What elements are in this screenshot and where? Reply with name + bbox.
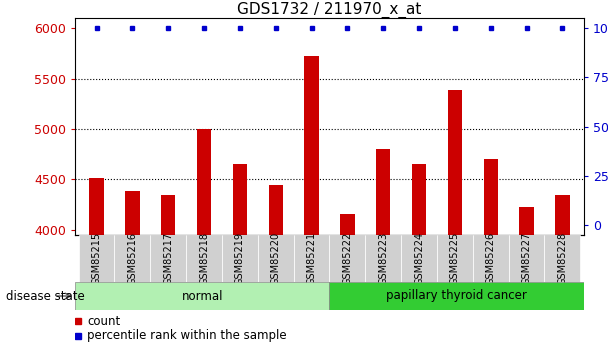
Bar — [78, 235, 114, 282]
Bar — [509, 235, 545, 282]
Bar — [150, 235, 186, 282]
Text: GSM85224: GSM85224 — [414, 232, 424, 285]
Text: GSM85216: GSM85216 — [127, 232, 137, 285]
Bar — [555, 195, 570, 235]
Text: GSM85217: GSM85217 — [163, 232, 173, 285]
Text: GSM85227: GSM85227 — [522, 232, 531, 285]
Text: GSM85221: GSM85221 — [306, 232, 317, 285]
Bar — [222, 235, 258, 282]
Bar — [197, 129, 211, 235]
Bar — [186, 235, 222, 282]
Text: GSM85223: GSM85223 — [378, 232, 389, 285]
Bar — [114, 235, 150, 282]
Bar — [330, 282, 584, 310]
Bar — [412, 164, 426, 235]
Text: count: count — [87, 315, 120, 327]
Text: GSM85225: GSM85225 — [450, 232, 460, 285]
Bar — [401, 235, 437, 282]
Text: GSM85226: GSM85226 — [486, 232, 496, 285]
Text: papillary thyroid cancer: papillary thyroid cancer — [386, 289, 527, 303]
Bar — [233, 164, 247, 235]
Text: GSM85215: GSM85215 — [91, 232, 102, 285]
Bar — [473, 235, 509, 282]
Bar — [125, 190, 139, 235]
Text: percentile rank within the sample: percentile rank within the sample — [87, 329, 287, 342]
Bar — [258, 235, 294, 282]
Bar — [519, 207, 534, 235]
Bar — [545, 235, 581, 282]
Text: normal: normal — [181, 289, 223, 303]
Bar — [447, 90, 462, 235]
Bar — [75, 282, 330, 310]
Bar — [89, 178, 104, 235]
Bar — [483, 159, 498, 235]
Title: GDS1732 / 211970_x_at: GDS1732 / 211970_x_at — [237, 2, 421, 18]
Bar — [340, 214, 354, 235]
Text: GSM85218: GSM85218 — [199, 232, 209, 285]
Text: GSM85219: GSM85219 — [235, 232, 245, 285]
Text: GSM85220: GSM85220 — [271, 232, 281, 285]
Bar — [269, 185, 283, 235]
Bar — [376, 149, 390, 235]
Bar — [305, 56, 319, 235]
Bar — [294, 235, 330, 282]
Bar — [330, 235, 365, 282]
Bar — [437, 235, 473, 282]
Text: disease state: disease state — [6, 289, 85, 303]
Text: GSM85222: GSM85222 — [342, 232, 353, 285]
Text: GSM85228: GSM85228 — [558, 232, 567, 285]
Bar — [365, 235, 401, 282]
Bar — [161, 195, 175, 235]
